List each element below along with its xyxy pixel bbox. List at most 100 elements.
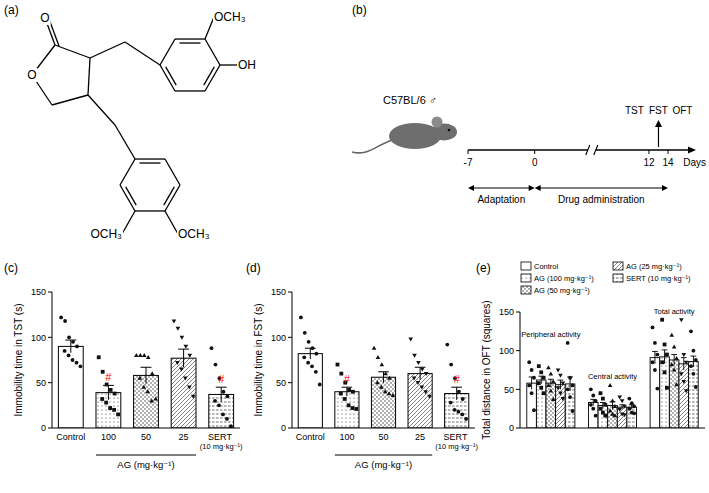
data-point xyxy=(556,368,561,372)
data-point xyxy=(318,383,322,387)
data-point xyxy=(222,390,226,394)
bar xyxy=(669,360,679,428)
phase-label: Adaptation xyxy=(477,194,525,205)
data-point xyxy=(632,404,636,408)
label-bg xyxy=(89,227,123,241)
data-point xyxy=(134,353,139,357)
data-point xyxy=(67,354,71,358)
label-line: SERT xyxy=(444,432,470,442)
data-point xyxy=(537,364,541,368)
error-bar xyxy=(415,367,426,380)
y-tick-label: 50 xyxy=(504,385,514,395)
axis-arrow xyxy=(688,147,696,154)
data-point xyxy=(532,408,536,412)
panel-label: (c) xyxy=(4,261,18,275)
error-bar xyxy=(342,387,353,396)
x-tick-label: Control xyxy=(296,432,325,442)
data-point xyxy=(655,387,659,391)
y-tick-label: 0 xyxy=(281,423,286,433)
y-tick-label: 100 xyxy=(31,333,46,343)
data-point xyxy=(627,397,631,401)
data-point xyxy=(71,340,75,344)
legend-swatch xyxy=(613,274,623,282)
data-point xyxy=(461,397,465,401)
phase-arrow xyxy=(537,187,666,188)
data-point xyxy=(694,385,698,389)
chart: 050100150Immobility time in TST (s)Contr… xyxy=(13,287,243,470)
data-point xyxy=(75,361,79,365)
data-point xyxy=(343,397,347,401)
data-point xyxy=(214,363,218,367)
bar xyxy=(371,377,395,428)
category-label: Total activity xyxy=(654,307,695,316)
data-point xyxy=(109,388,113,392)
y-tick-label: 50 xyxy=(36,378,46,388)
data-point xyxy=(339,372,343,376)
data-point xyxy=(556,386,561,390)
y-tick-label: 50 xyxy=(276,378,286,388)
panel-label: (b) xyxy=(352,3,367,17)
data-point xyxy=(150,371,155,375)
data-point xyxy=(175,361,180,365)
significance-mark: # xyxy=(344,373,351,385)
data-point xyxy=(542,376,546,380)
y-tick-label: 0 xyxy=(509,423,514,433)
y-tick xyxy=(288,292,292,293)
bond xyxy=(165,159,180,185)
data-point xyxy=(692,349,696,353)
data-point xyxy=(141,385,146,389)
data-point xyxy=(229,424,233,428)
phase-arrow-head xyxy=(535,185,668,191)
data-point xyxy=(116,413,120,417)
data-point xyxy=(546,383,551,387)
data-point xyxy=(561,382,566,386)
data-point xyxy=(539,386,543,390)
data-point xyxy=(622,405,627,409)
significance-mark: # xyxy=(454,373,461,385)
data-point xyxy=(571,409,575,413)
data-point xyxy=(558,374,563,378)
data-point xyxy=(632,411,636,415)
data-point xyxy=(655,353,659,357)
bond xyxy=(204,67,215,85)
label-bg xyxy=(213,10,247,24)
y-tick xyxy=(48,337,52,338)
data-point xyxy=(97,355,101,359)
bar xyxy=(617,407,627,428)
data-point xyxy=(419,386,424,390)
y-tick xyxy=(288,337,292,338)
data-point xyxy=(172,319,177,323)
data-point xyxy=(566,341,570,345)
data-point xyxy=(672,344,677,348)
mouse-ear xyxy=(432,117,443,128)
data-point xyxy=(456,410,460,414)
x-axis xyxy=(52,428,240,429)
atom-label: OCH₃ xyxy=(178,227,210,241)
data-point xyxy=(591,407,595,411)
data-point xyxy=(299,315,303,319)
y-axis-label: Immobility time in TST (s) xyxy=(13,304,24,417)
error-bar xyxy=(65,340,76,353)
data-point xyxy=(314,370,318,374)
data-point xyxy=(663,370,667,374)
x-tick-label: Control xyxy=(56,432,85,442)
atom-label: O xyxy=(40,11,49,25)
data-point xyxy=(416,361,421,365)
data-point xyxy=(599,391,603,395)
panel-label: (d) xyxy=(246,261,261,275)
data-point xyxy=(380,362,385,366)
data-point xyxy=(383,371,388,375)
data-point xyxy=(551,379,556,383)
x-tick-label: 50 xyxy=(378,432,388,442)
data-point xyxy=(351,390,355,394)
axis-break xyxy=(586,145,598,155)
legend-label: AG (25 mg·kg⁻¹) xyxy=(626,262,682,271)
y-axis xyxy=(520,312,521,428)
data-point xyxy=(460,413,464,417)
data-point xyxy=(620,399,625,403)
bar xyxy=(556,385,566,428)
data-point xyxy=(530,368,534,372)
data-point xyxy=(188,354,193,358)
group-label: AG (mg·kg⁻¹) xyxy=(117,459,174,470)
data-point xyxy=(457,390,461,394)
